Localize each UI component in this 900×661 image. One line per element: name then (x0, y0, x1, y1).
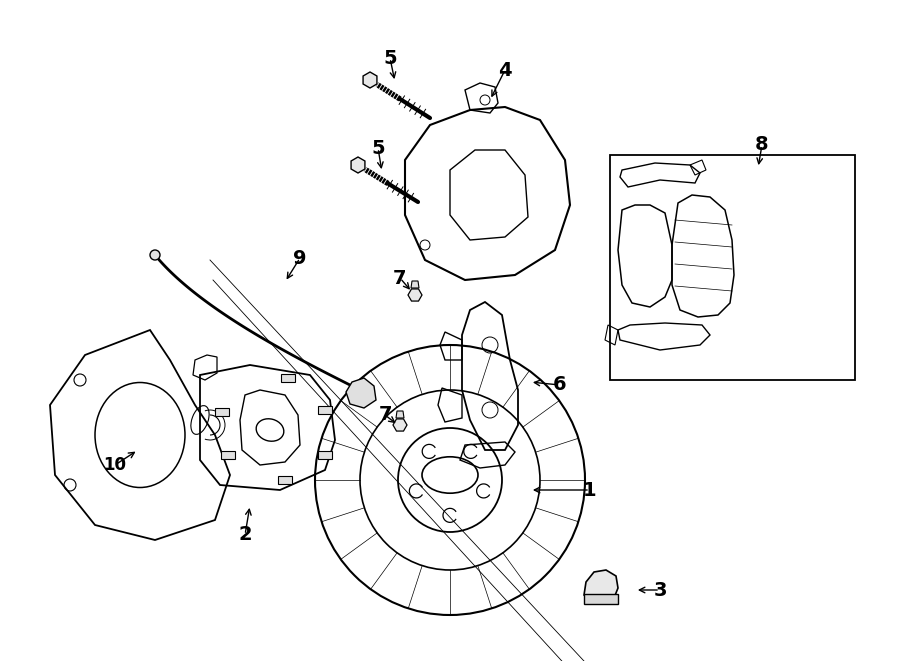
Bar (584, 594, 618, 604)
Polygon shape (215, 408, 229, 416)
Text: 5: 5 (383, 48, 397, 67)
Text: 4: 4 (499, 61, 512, 79)
Polygon shape (584, 570, 618, 604)
Text: 9: 9 (293, 249, 307, 268)
Text: 2: 2 (238, 525, 252, 545)
Text: 1: 1 (583, 481, 597, 500)
Polygon shape (318, 406, 332, 414)
Bar (610, 155, 855, 380)
Text: 3: 3 (653, 580, 667, 600)
Polygon shape (363, 72, 377, 88)
Circle shape (150, 250, 160, 260)
Polygon shape (221, 451, 235, 459)
Polygon shape (318, 451, 332, 459)
Text: 6: 6 (554, 375, 567, 395)
Text: 7: 7 (378, 405, 392, 424)
Polygon shape (278, 476, 292, 484)
Polygon shape (281, 374, 295, 382)
Polygon shape (396, 411, 404, 418)
Text: 8: 8 (755, 136, 769, 155)
Text: 7: 7 (393, 268, 407, 288)
Polygon shape (393, 419, 407, 431)
Polygon shape (411, 281, 419, 288)
Text: 5: 5 (371, 139, 385, 157)
Polygon shape (351, 157, 364, 173)
Text: 10: 10 (104, 456, 127, 474)
Polygon shape (346, 378, 376, 408)
Polygon shape (408, 289, 422, 301)
